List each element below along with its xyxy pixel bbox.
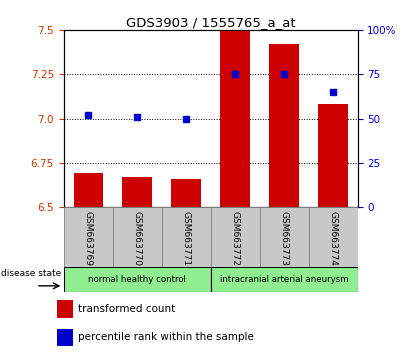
Text: GSM663771: GSM663771 xyxy=(182,211,191,266)
Bar xyxy=(220,30,250,207)
Bar xyxy=(64,267,210,292)
Bar xyxy=(64,207,113,267)
Text: GSM663770: GSM663770 xyxy=(133,211,142,266)
Text: normal healthy control: normal healthy control xyxy=(88,275,186,284)
Bar xyxy=(309,207,358,267)
Bar xyxy=(211,267,358,292)
Bar xyxy=(260,207,309,267)
Text: disease state: disease state xyxy=(2,269,62,278)
Bar xyxy=(270,44,299,207)
Bar xyxy=(74,173,103,207)
Text: percentile rank within the sample: percentile rank within the sample xyxy=(79,332,254,342)
Bar xyxy=(57,329,73,346)
Text: intracranial arterial aneurysm: intracranial arterial aneurysm xyxy=(220,275,349,284)
Text: GSM663774: GSM663774 xyxy=(328,211,337,266)
Bar xyxy=(211,207,260,267)
Bar xyxy=(122,177,152,207)
Title: GDS3903 / 1555765_a_at: GDS3903 / 1555765_a_at xyxy=(126,16,296,29)
Bar xyxy=(171,179,201,207)
Text: GSM663772: GSM663772 xyxy=(231,211,240,266)
Text: GSM663769: GSM663769 xyxy=(84,211,93,266)
Bar xyxy=(162,207,211,267)
Bar xyxy=(57,300,73,318)
Bar xyxy=(113,207,162,267)
Text: GSM663773: GSM663773 xyxy=(279,211,289,266)
Bar xyxy=(319,104,348,207)
Text: transformed count: transformed count xyxy=(79,304,175,314)
